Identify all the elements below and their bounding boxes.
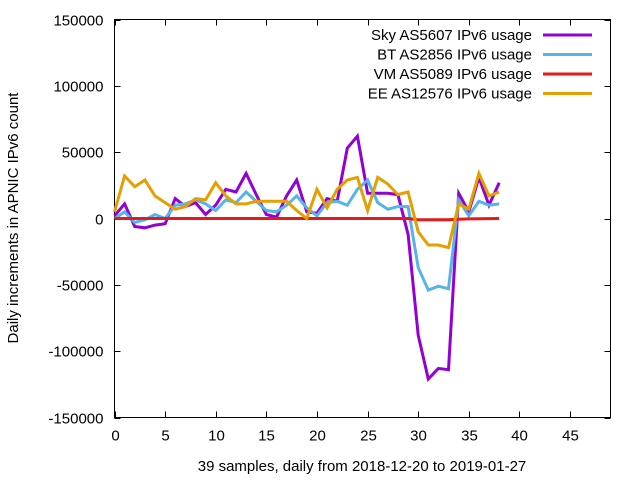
y-axis: -150000 -100000 -50000 0 50000 100000 150000 (48, 13, 611, 428)
y-tick-label: -150000 (48, 411, 103, 428)
x-tick-label: 20 (309, 428, 326, 445)
legend-label-sky: Sky AS5607 IPv6 usage (371, 27, 532, 44)
x-axis-title: 39 samples, daily from 2018-12-20 to 201… (198, 458, 527, 475)
y-tick-label: 0 (95, 212, 103, 229)
series-line-bt (113, 177, 500, 293)
series-lines (113, 132, 501, 383)
x-tick-label: 0 (111, 428, 119, 445)
y-tick-label: 50000 (62, 145, 104, 162)
x-axis: 0 5 10 15 20 25 30 35 40 45 (111, 19, 579, 445)
y-axis-title: Daily increments in APNIC IPv6 count (5, 92, 22, 344)
x-tick-label: 30 (410, 428, 427, 445)
legend-label-bt: BT AS2856 IPv6 usage (377, 47, 532, 64)
x-tick-label: 10 (208, 428, 225, 445)
legend-label-vm: VM AS5089 IPv6 usage (374, 66, 532, 83)
legend: Sky AS5607 IPv6 usage BT AS2856 IPv6 usag… (368, 27, 592, 103)
y-tick-label: 100000 (53, 79, 103, 96)
y-tick-label: -50000 (57, 278, 104, 295)
y-tick-label: 150000 (53, 13, 103, 30)
x-tick-label: 5 (161, 428, 169, 445)
x-tick-label: 25 (360, 428, 377, 445)
series-line-sky (113, 132, 501, 383)
series-line-ee (113, 169, 500, 250)
y-tick-label: -100000 (48, 344, 103, 361)
x-tick-label: 15 (258, 428, 275, 445)
x-tick-label: 40 (511, 428, 528, 445)
legend-label-ee: EE AS12576 IPv6 usage (368, 86, 532, 103)
x-tick-label: 45 (562, 428, 579, 445)
x-tick-label: 35 (461, 428, 478, 445)
